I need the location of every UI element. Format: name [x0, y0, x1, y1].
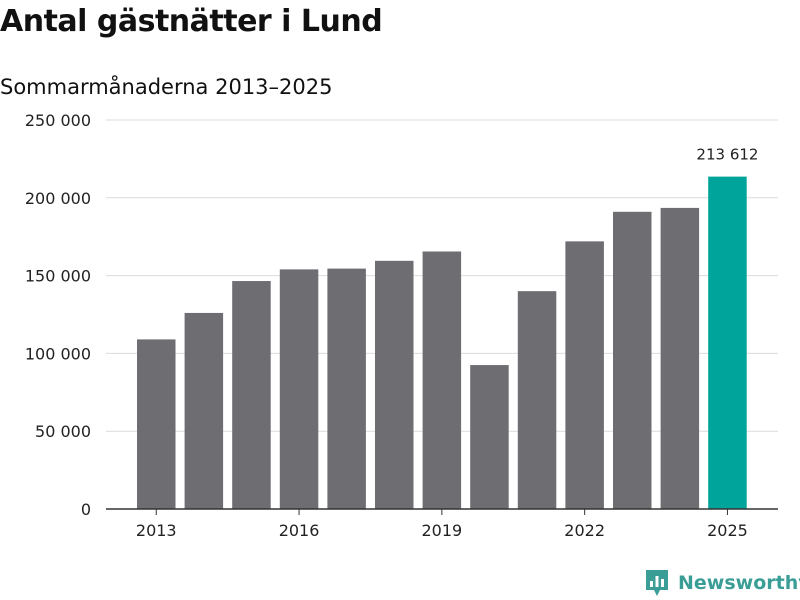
bar-chart: 0 50 000 100 000 150 000 200 000 250 000 213 6…	[25, 111, 778, 540]
bar	[184, 312, 224, 509]
x-tick-label: 2019	[421, 521, 462, 540]
brand-name: Newsworthy	[678, 572, 800, 594]
bar-chart-pin-icon	[646, 570, 668, 596]
bar	[375, 260, 414, 509]
axes	[106, 508, 778, 515]
bar	[517, 291, 557, 509]
bars	[137, 176, 747, 510]
bar	[137, 339, 176, 509]
chart-title: Antal gästnätter i Lund	[0, 4, 383, 39]
chart-subtitle: Sommarmånaderna 2013–2025	[0, 75, 333, 99]
brand-logo: Newsworthy	[644, 568, 800, 598]
labels: 0 50 000 100 000 150 000 200 000 250 000 213 6…	[25, 111, 759, 540]
data-label: 213 612	[696, 146, 758, 164]
y-tick-label: 0	[81, 500, 91, 519]
x-tick-label: 2025	[707, 521, 748, 540]
x-tick-label: 2013	[136, 521, 177, 540]
bar	[613, 211, 652, 509]
y-tick-label: 150 000	[25, 267, 91, 286]
bar	[422, 251, 462, 509]
y-tick-label: 200 000	[25, 189, 91, 208]
x-tick-label: 2022	[564, 521, 605, 540]
bar	[232, 281, 271, 509]
bar	[279, 269, 319, 509]
x-tick-label: 2016	[279, 521, 320, 540]
y-tick-label: 250 000	[25, 111, 91, 130]
y-tick-label: 50 000	[35, 422, 91, 441]
bar-highlight	[708, 176, 747, 509]
y-tick-label: 100 000	[25, 344, 91, 363]
bar	[565, 241, 604, 510]
bar	[470, 365, 509, 509]
bar	[327, 268, 366, 509]
bar	[660, 207, 700, 509]
